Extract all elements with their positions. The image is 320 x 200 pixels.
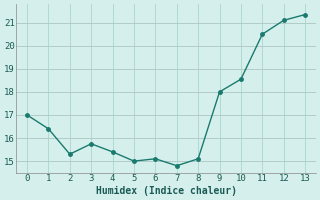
- X-axis label: Humidex (Indice chaleur): Humidex (Indice chaleur): [96, 186, 236, 196]
